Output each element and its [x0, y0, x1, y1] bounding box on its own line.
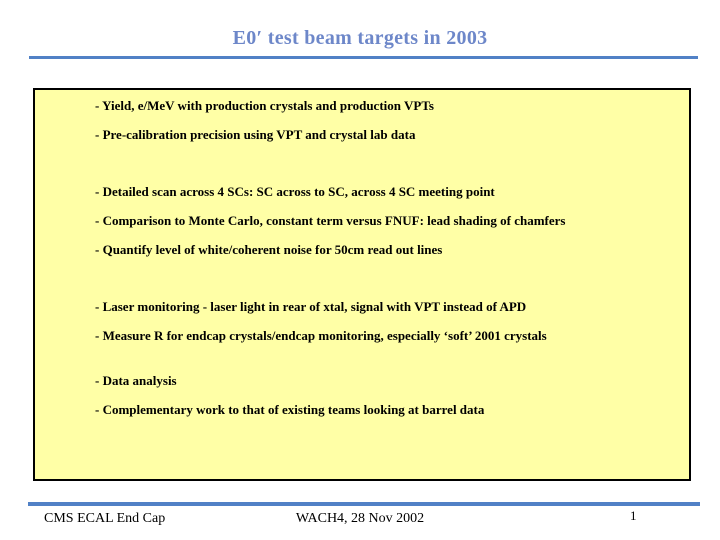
content-box: - Yield, e/MeV with production crystals … [33, 88, 691, 481]
bullet-item: - Measure R for endcap crystals/endcap m… [95, 328, 547, 343]
bullet-item: - Quantify level of white/coherent noise… [95, 242, 443, 257]
slide-title: E0′ test beam targets in 2003 [232, 27, 488, 49]
bullet-item: - Detailed scan across 4 SCs: SC across … [95, 184, 495, 199]
bullet-item: - Comparison to Monte Carlo, constant te… [95, 213, 566, 228]
bullet-item: - Laser monitoring - laser light in rear… [95, 299, 527, 314]
bullet-item: - Pre-calibration precision using VPT an… [95, 127, 416, 142]
footer-page-number: 1 [630, 508, 637, 523]
title-underline [29, 56, 698, 59]
footer-rule [28, 502, 700, 506]
footer-author: CMS ECAL End Cap [44, 511, 166, 526]
bullet-item: - Yield, e/MeV with production crystals … [95, 98, 434, 113]
bullet-item: - Data analysis [95, 373, 177, 388]
footer-venue-date: WACH4, 28 Nov 2002 [295, 511, 425, 526]
bullet-item: - Complementary work to that of existing… [95, 402, 485, 417]
